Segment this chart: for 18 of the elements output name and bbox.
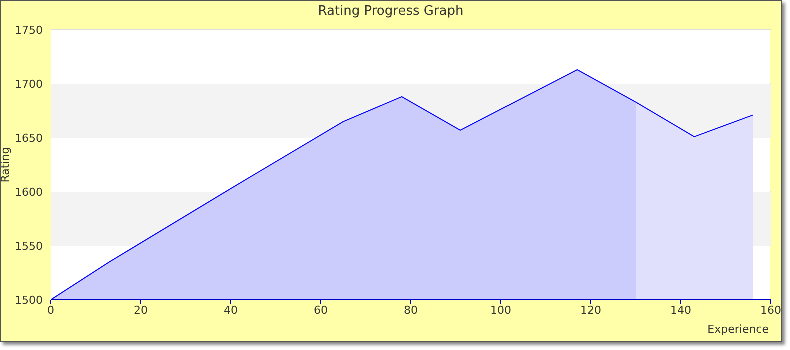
chart-title: Rating Progress Graph: [317, 4, 465, 19]
x-tick-label: 40: [224, 304, 238, 317]
y-tick-label: 1750: [15, 24, 43, 37]
x-tick-label: 140: [670, 304, 692, 317]
y-tick-label: 1550: [15, 240, 43, 253]
x-tick-label: 60: [314, 304, 328, 317]
x-tick-label: 20: [134, 304, 148, 317]
x-axis-title: Experience: [708, 323, 769, 336]
y-tick-label: 1700: [15, 78, 43, 91]
x-tick-label: 0: [48, 304, 54, 317]
y-tick-label: 1650: [15, 132, 43, 145]
x-tick-label: 120: [580, 304, 602, 317]
y-tick-label: 1600: [15, 186, 43, 199]
y-tick-label: 1500: [15, 294, 43, 307]
x-tick-label: 100: [490, 304, 512, 317]
x-tick-label: 80: [404, 304, 418, 317]
y-axis-title: Rating: [0, 147, 12, 183]
x-tick-label: 160: [760, 304, 782, 317]
